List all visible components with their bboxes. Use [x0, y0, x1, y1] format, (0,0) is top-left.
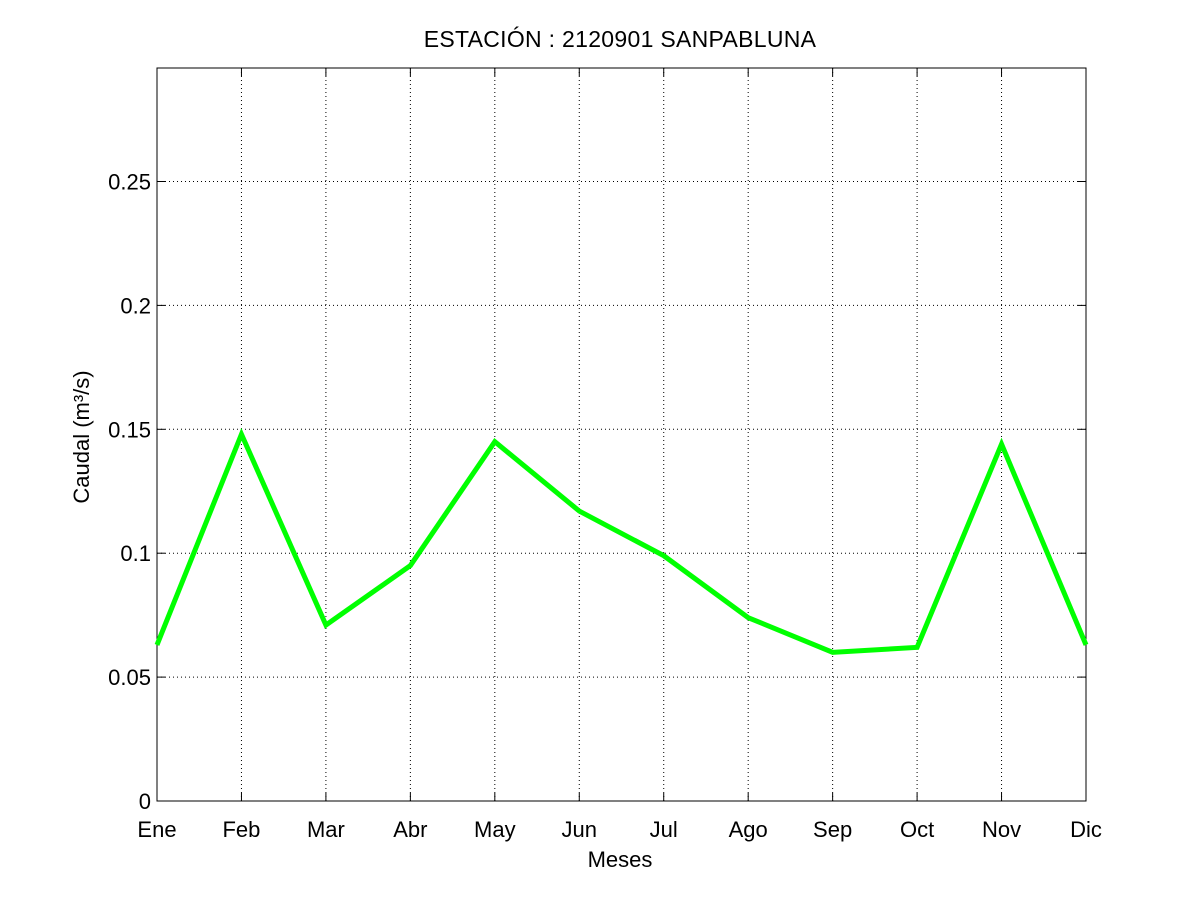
plot-border	[156, 67, 1087, 802]
x-tick-label: Jun	[562, 817, 597, 842]
x-tick-label: Feb	[222, 817, 260, 842]
x-tick-label: Abr	[393, 817, 427, 842]
series-line	[154, 427, 1089, 655]
x-tick-label: Nov	[982, 817, 1021, 842]
y-tick-label: 0	[139, 789, 151, 814]
x-tick-label: Jul	[650, 817, 678, 842]
x-tick-label: Dic	[1070, 817, 1102, 842]
x-tick-label: Ago	[729, 817, 768, 842]
y-tick-label: 0.1	[120, 541, 151, 566]
y-tick-label: 0.15	[108, 417, 151, 442]
y-tick-label: 0.05	[108, 665, 151, 690]
chart-title: ESTACIÓN : 2120901 SANPABLUNA	[423, 26, 817, 52]
plot-area	[157, 68, 1086, 801]
y-tick-label: 0.2	[120, 293, 151, 318]
x-tick-label: May	[474, 817, 516, 842]
x-tick-label: Sep	[813, 817, 852, 842]
x-tick-label: Oct	[900, 817, 934, 842]
x-axis-label: Meses	[587, 847, 653, 872]
y-tick-label: 0.25	[108, 169, 151, 194]
x-tick-label: Mar	[307, 817, 345, 842]
x-tick-label: Ene	[137, 817, 176, 842]
